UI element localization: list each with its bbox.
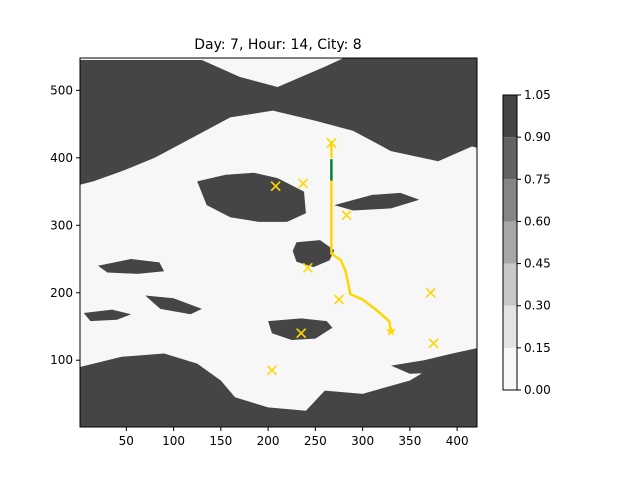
x-tick-label: 150: [209, 434, 232, 448]
city-markers: [266, 137, 439, 376]
y-axis: 100 200 300 400 500: [50, 83, 80, 367]
city-marker-1: [270, 181, 281, 192]
colorbar-tick-label: 0.00: [524, 383, 551, 397]
field-region-6: [391, 348, 477, 374]
city-marker-0: [326, 137, 337, 149]
chart-title: Day: 7, Hour: 14, City: 8: [194, 37, 361, 53]
field-region-5: [268, 318, 333, 340]
field-region-7: [98, 259, 165, 274]
x-tick-label: 200: [257, 434, 280, 448]
city-marker-5: [333, 294, 345, 305]
city-marker-8: [428, 338, 439, 349]
route-segment-2: [330, 180, 393, 332]
x-tick-label: 100: [162, 434, 185, 448]
colorbar-tick-label: 0.30: [524, 299, 551, 313]
y-tick-label: 400: [50, 151, 73, 165]
colorbar-frame: [502, 94, 518, 391]
field-region-2: [197, 172, 306, 222]
plot-frame: [79, 57, 478, 428]
y-tick-label: 100: [50, 353, 73, 367]
colorbar-tick-label: 0.45: [524, 257, 551, 271]
city-marker-3: [341, 210, 352, 221]
y-tick-label: 500: [50, 83, 73, 97]
city-marker-6: [425, 287, 436, 298]
colorbar-band-6: [503, 95, 517, 138]
city-marker-9: [266, 365, 277, 376]
colorbar-band-2: [503, 263, 517, 306]
destination-marker: [385, 325, 397, 336]
colorbar-tick-label: 0.60: [524, 214, 551, 228]
field-region-1: [80, 353, 477, 427]
x-tick-label: 350: [398, 434, 421, 448]
x-axis: 50 100 150 200 250 300 350 400: [119, 427, 469, 448]
destination-star: [385, 325, 397, 336]
colorbar-tick-label: 0.75: [524, 172, 551, 186]
colorbar-tick-label: 0.15: [524, 341, 551, 355]
field-region-9: [419, 103, 477, 128]
x-tick-label: 250: [304, 434, 327, 448]
y-tick-label: 300: [50, 218, 73, 232]
colorbar-band-0: [503, 347, 517, 390]
field-region-8: [334, 192, 420, 211]
field-region-0: [80, 58, 477, 185]
plot-area: [80, 58, 477, 427]
city-marker-2: [298, 178, 309, 189]
colorbar-band-5: [503, 137, 517, 180]
x-tick-label: 50: [119, 434, 134, 448]
colorbar-band-1: [503, 305, 517, 348]
x-tick-label: 300: [351, 434, 374, 448]
colorbar: 0.00 0.15 0.30 0.45 0.60 0.75 0.90 1.05: [502, 88, 551, 397]
field-regions: [80, 58, 477, 427]
city-marker-4: [302, 262, 313, 273]
y-tick-label: 200: [50, 286, 73, 300]
field-region-10: [83, 309, 131, 322]
colorbar-band-4: [503, 179, 517, 222]
field-region-11: [145, 295, 202, 315]
city-marker-7: [296, 328, 307, 339]
colorbar-tick-label: 0.90: [524, 130, 551, 144]
field-region-4: [292, 240, 335, 268]
colorbar-band-3: [503, 221, 517, 264]
x-tick-label: 400: [446, 434, 469, 448]
colorbar-tick-label: 1.05: [524, 88, 551, 102]
